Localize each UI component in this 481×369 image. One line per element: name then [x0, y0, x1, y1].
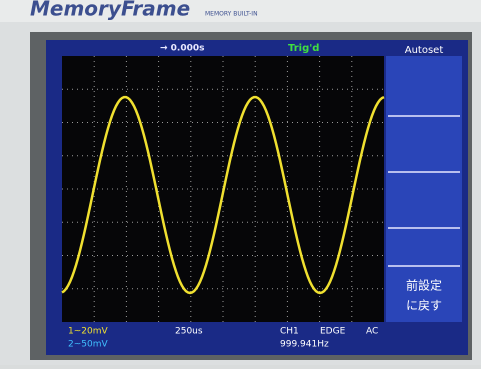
- trigger-state: Trig'd: [288, 43, 319, 54]
- frequency: 999.941Hz: [280, 340, 329, 350]
- menu-title[interactable]: Autoset: [405, 45, 444, 56]
- trigger-type: EDGE: [320, 327, 346, 337]
- brand-name: MemoryFrame: [30, 0, 190, 21]
- ch2-scale: 2~50mV: [68, 340, 108, 350]
- menu-button-line[interactable]: 前設定: [406, 278, 442, 293]
- brand-tagline: MEMORY BUILT-IN: [205, 11, 258, 18]
- menu-button-line[interactable]: に戻す: [406, 299, 442, 313]
- page: MemoryFrame MEMORY BUILT-IN → 0.000s Tri…: [0, 0, 481, 365]
- timebase: 250us: [175, 327, 203, 337]
- ch1-scale: 1~20mV: [68, 327, 108, 337]
- coupling: AC: [366, 327, 378, 337]
- trigger-source: CH1: [280, 327, 299, 337]
- scope-photo: MemoryFrame MEMORY BUILT-IN → 0.000s Tri…: [0, 0, 481, 365]
- time-offset: → 0.000s: [160, 44, 205, 54]
